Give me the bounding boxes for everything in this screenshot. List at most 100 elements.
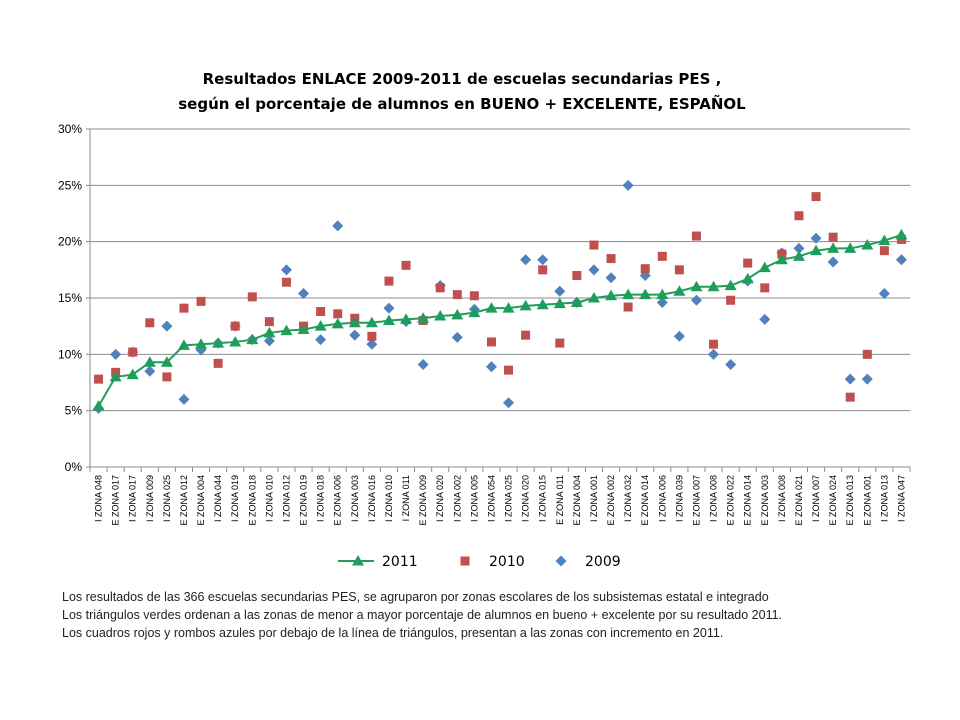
y-tick-label: 0% <box>65 460 83 474</box>
note-line-2: Los triángulos verdes ordenan a las zona… <box>62 608 783 622</box>
point-2011 <box>160 356 173 367</box>
point-2011 <box>400 313 413 324</box>
point-2010 <box>145 318 155 328</box>
legend-marker-2009 <box>555 555 567 567</box>
x-tick-label: E ZONA 002 <box>606 475 616 526</box>
point-2011 <box>878 234 891 246</box>
point-2009 <box>366 338 378 350</box>
point-2011 <box>177 339 190 350</box>
point-2010 <box>179 303 189 313</box>
point-2010 <box>572 270 582 280</box>
point-2011 <box>365 316 378 328</box>
x-tick-label: I ZONA 001 <box>589 475 599 522</box>
x-tick-label: I ZONA 025 <box>504 475 514 522</box>
legend-label-2011: 2011 <box>382 554 418 570</box>
point-2010 <box>435 283 445 293</box>
note-line-1: Los resultados de las 366 escuelas secun… <box>62 590 769 604</box>
x-tick-label: I ZONA 010 <box>384 475 394 522</box>
x-tick-label: I ZONA 003 <box>350 475 360 522</box>
point-2011 <box>109 370 122 382</box>
point-2010 <box>760 283 770 293</box>
point-2011 <box>895 228 908 240</box>
x-tick-label: I ZONA 005 <box>469 475 479 522</box>
x-tick-label: E ZONA 017 <box>111 475 121 526</box>
x-tick-label: I ZONA 015 <box>538 475 548 522</box>
legend-marker-2010 <box>460 556 470 566</box>
x-tick-label: E ZONA 006 <box>333 475 343 526</box>
point-2010 <box>128 347 138 357</box>
x-tick-label: I ZONA 009 <box>145 475 155 522</box>
point-2011 <box>792 250 805 261</box>
chart-notes: Los resultados de las 366 escuelas secun… <box>62 588 942 642</box>
point-2011 <box>212 337 225 348</box>
point-2010 <box>367 331 377 341</box>
x-tick-label: I ZONA 048 <box>94 475 104 522</box>
point-2011 <box>297 323 310 335</box>
x-tick-label: I ZONA 047 <box>896 475 906 522</box>
point-2010 <box>862 349 872 359</box>
x-tick-label: I ZONA 020 <box>435 475 445 522</box>
x-tick-label: I ZONA 044 <box>213 475 223 522</box>
x-tick-label: E ZONA 004 <box>572 475 582 526</box>
point-2009 <box>725 358 737 370</box>
point-2009 <box>895 254 907 266</box>
point-2009 <box>520 254 532 266</box>
point-2010 <box>811 192 821 202</box>
point-2011 <box>724 279 737 291</box>
x-tick-label: I ZONA 002 <box>452 475 462 522</box>
point-2009 <box>383 302 395 314</box>
legend: 2011 2010 2009 <box>338 554 621 570</box>
point-2009 <box>263 335 275 347</box>
point-2011 <box>587 292 600 303</box>
point-2010 <box>879 246 889 256</box>
point-2010 <box>726 295 736 305</box>
point-2009 <box>451 331 463 343</box>
point-2011 <box>519 299 532 311</box>
point-2009 <box>827 256 839 268</box>
x-tick-label: I ZONA 025 <box>162 475 172 522</box>
point-2009 <box>605 272 617 284</box>
point-2010 <box>657 251 667 261</box>
note-line-3: Los cuadros rojos y rombos azules por de… <box>62 626 724 640</box>
point-2010 <box>486 337 496 347</box>
point-2009 <box>144 365 156 377</box>
point-2011 <box>605 289 618 301</box>
point-2011 <box>758 261 771 273</box>
x-tick-label: I ZONA 054 <box>486 475 496 522</box>
point-2009 <box>298 287 310 299</box>
point-2011 <box>844 242 857 253</box>
point-2010 <box>845 392 855 402</box>
point-2010 <box>504 365 514 375</box>
x-tick-label: I ZONA 020 <box>521 475 531 522</box>
x-tick-label: I ZONA 008 <box>777 475 787 522</box>
point-2011 <box>263 326 276 338</box>
x-tick-label: E ZONA 014 <box>640 475 650 526</box>
point-2009 <box>861 373 873 385</box>
point-2010 <box>264 317 274 327</box>
point-2010 <box>623 302 633 312</box>
point-2011 <box>331 317 344 329</box>
x-tick-label: E ZONA 012 <box>179 475 189 526</box>
point-2010 <box>589 240 599 250</box>
point-2011 <box>690 280 703 292</box>
point-2009 <box>810 232 822 244</box>
point-2011 <box>280 324 293 336</box>
x-tick-label: E ZONA 004 <box>196 475 206 526</box>
x-tick-label: E ZONA 013 <box>845 475 855 526</box>
point-2011 <box>639 288 652 300</box>
x-tick-label: E ZONA 011 <box>555 475 565 525</box>
point-2009 <box>178 393 190 405</box>
point-2010 <box>316 307 326 317</box>
x-tick-label: I ZONA 018 <box>316 475 326 522</box>
point-2010 <box>196 296 206 306</box>
x-tick-label: E ZONA 018 <box>247 475 257 526</box>
point-2011 <box>348 316 361 328</box>
x-tick-label: I ZONA 019 <box>230 475 240 522</box>
point-2010 <box>555 338 565 348</box>
legend-marker-2011 <box>352 555 364 566</box>
point-2009 <box>161 320 173 332</box>
chart: Resultados ENLACE 2009-2011 de escuelas … <box>58 70 911 570</box>
point-2009 <box>708 348 720 360</box>
point-2010 <box>162 372 172 382</box>
point-2011 <box>468 306 481 318</box>
